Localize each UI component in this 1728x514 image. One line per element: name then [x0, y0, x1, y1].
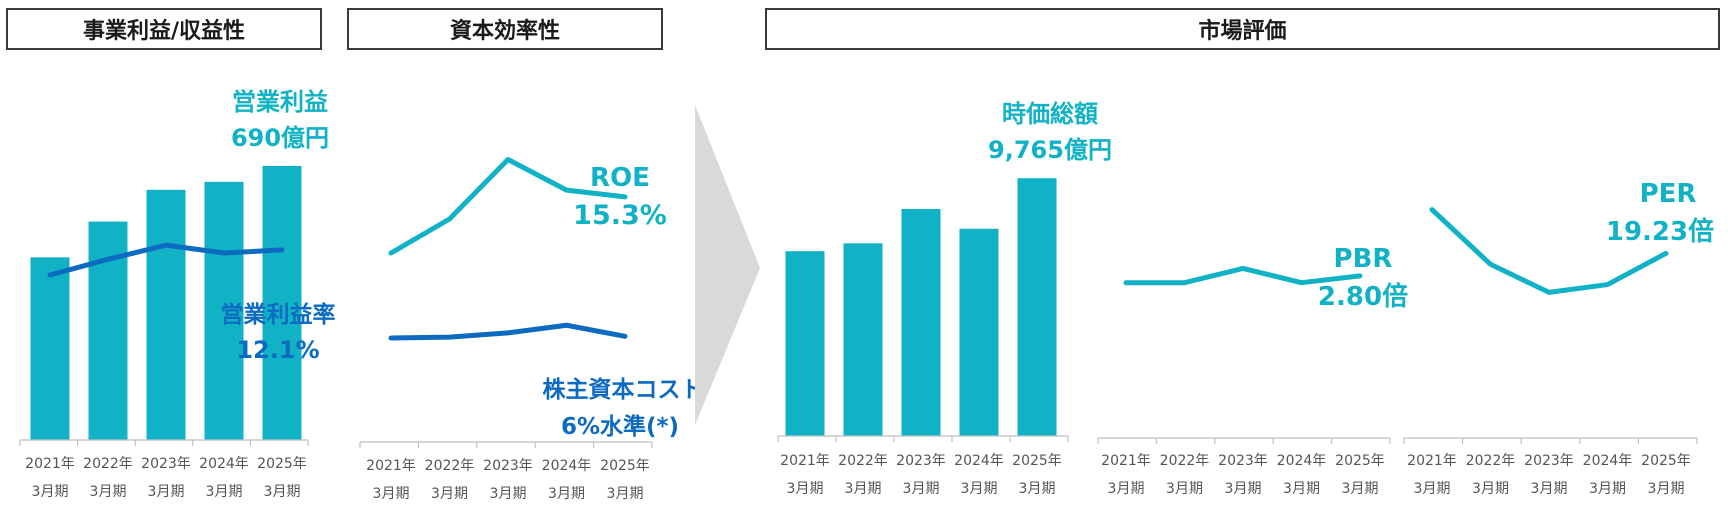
panel4-tick-label: 3月期: [903, 481, 940, 497]
panel6-tick-label: 3月期: [1472, 481, 1509, 497]
panel2-tick-label: 3月期: [431, 486, 468, 502]
panel6-tick-label: 2021年: [1407, 453, 1457, 469]
operating-profit-bar: [262, 165, 302, 440]
market-cap-bar: [785, 251, 825, 436]
panel5-tick-label: 2025年: [1335, 453, 1385, 469]
operating-margin-label: 営業利益率: [221, 301, 336, 328]
panel5-tick-label: 3月期: [1342, 481, 1379, 497]
operating-profit-bar: [204, 181, 244, 440]
cost-of-equity-line: [388, 322, 628, 341]
operating-profit-label: 営業利益: [232, 88, 328, 116]
panel2-tick-label: 3月期: [373, 486, 410, 502]
panel2-tick-label: 2023年: [483, 458, 533, 474]
roe-value: 15.3%: [573, 200, 667, 231]
panel6-tick-label: 3月期: [1589, 481, 1626, 497]
panel1-tick-label: 3月期: [206, 484, 243, 500]
panel1-tick-label: 2024年: [199, 456, 249, 472]
panel6-tick-label: 2025年: [1641, 453, 1691, 469]
operating-margin-value: 12.1%: [236, 336, 319, 364]
operating-profit-value: 690億円: [231, 124, 329, 152]
panel1-tick-label: 2025年: [257, 456, 307, 472]
panel5-tick-label: 2024年: [1277, 453, 1327, 469]
panel5-tick-label: 2022年: [1160, 453, 1210, 469]
panel6-tick-label: 2022年: [1466, 453, 1516, 469]
panel2-tick-label: 2022年: [425, 458, 475, 474]
panel5-tick-label: 3月期: [1166, 481, 1203, 497]
panel5-tick-label: 3月期: [1225, 481, 1262, 497]
market-cap-bar: [959, 228, 999, 436]
panel4-tick-label: 2023年: [896, 453, 946, 469]
per-label: PER: [1640, 179, 1697, 209]
panel2-tick-label: 2024年: [542, 458, 592, 474]
panel5-tick-label: 2023年: [1218, 453, 1268, 469]
panel6-tick-label: 3月期: [1648, 481, 1685, 497]
panel4-tick-label: 3月期: [961, 481, 998, 497]
market-cap-label: 時価総額: [1002, 100, 1098, 128]
section-header-profitability: 事業利益/収益性: [6, 8, 322, 50]
panel2-tick-label: 2025年: [600, 458, 650, 474]
panel5-tick-label: 2021年: [1101, 453, 1151, 469]
cost-of-equity-value: 6%水準(*): [561, 413, 679, 440]
panel4-tick-label: 2024年: [954, 453, 1004, 469]
panel1-tick-label: 2021年: [25, 456, 75, 472]
market-cap-bar: [901, 208, 941, 436]
panel4-tick-label: 2021年: [780, 453, 830, 469]
panel2-tick-label: 3月期: [607, 486, 644, 502]
panel6-tick-label: 3月期: [1414, 481, 1451, 497]
cost-of-equity-label: 株主資本コスト: [543, 376, 704, 403]
market-cap-bar: [843, 243, 883, 436]
panel4-tick-label: 2025年: [1012, 453, 1062, 469]
panel2-tick-label: 2021年: [366, 458, 416, 474]
market-cap-bar: [1017, 178, 1057, 437]
panel1-tick-label: 2023年: [141, 456, 191, 472]
panel4-tick-label: 3月期: [1019, 481, 1056, 497]
panel4-tick-label: 3月期: [787, 481, 824, 497]
panel5-tick-label: 3月期: [1108, 481, 1145, 497]
panel5-tick-label: 3月期: [1283, 481, 1320, 497]
panel1-tick-label: 3月期: [90, 484, 127, 500]
panel6-tick-label: 3月期: [1531, 481, 1568, 497]
panel4-tick-label: 2022年: [838, 453, 888, 469]
panel6-tick-label: 2023年: [1524, 453, 1574, 469]
pbr-line: [1123, 265, 1363, 286]
panel1-tick-label: 2022年: [83, 456, 133, 472]
panel1-tick-label: 3月期: [148, 484, 185, 500]
operating-profit-bar: [30, 257, 70, 440]
panel2-tick-label: 3月期: [490, 486, 527, 502]
per-value: 19.23倍: [1606, 216, 1714, 247]
section-header-market-valuation: 市場評価: [765, 8, 1720, 50]
transition-arrow: [695, 105, 760, 425]
operating-profit-bar: [146, 189, 186, 440]
section-header-capital-efficiency: 資本効率性: [347, 8, 663, 50]
panel1-tick-label: 3月期: [32, 484, 69, 500]
panel1-tick-label: 3月期: [264, 484, 301, 500]
panel2-tick-label: 3月期: [548, 486, 585, 502]
roe-label: ROE: [590, 163, 650, 193]
pbr-value: 2.80倍: [1318, 281, 1408, 312]
market-cap-value: 9,765億円: [988, 136, 1112, 164]
roe-line: [388, 157, 628, 256]
panel4-tick-label: 3月期: [845, 481, 882, 497]
operating-margin-line: [47, 242, 285, 278]
pbr-label: PBR: [1334, 244, 1393, 274]
per-line: [1429, 207, 1669, 295]
panel6-tick-label: 2024年: [1583, 453, 1633, 469]
